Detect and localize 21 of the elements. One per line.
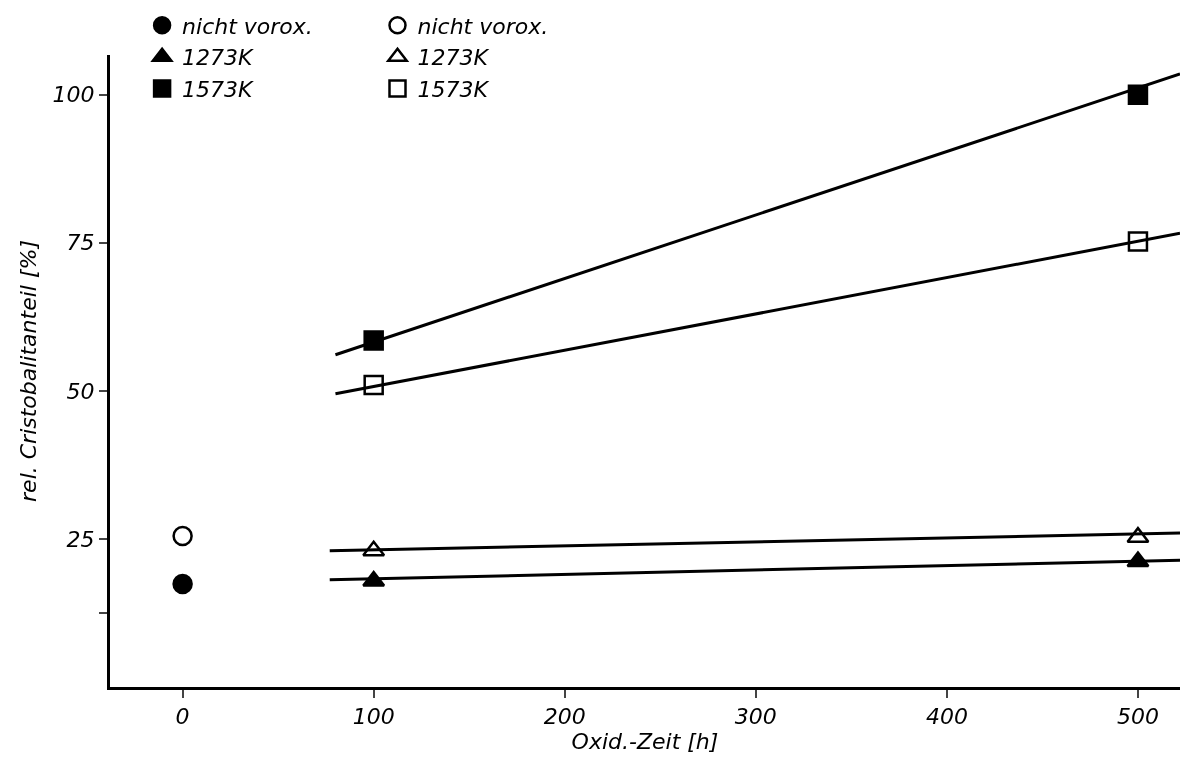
y-tick-label: 50 xyxy=(66,378,95,404)
point xyxy=(363,330,384,351)
y-tick-label: 75 xyxy=(66,230,95,256)
legend-label: 1573K xyxy=(417,77,490,103)
x-tick-label: 0 xyxy=(175,704,190,730)
x-tick-label: 300 xyxy=(734,704,777,730)
point xyxy=(172,573,193,595)
y-tick-label: 25 xyxy=(66,526,95,552)
legend-label: 1273K xyxy=(182,45,255,71)
legend-label: 1573K xyxy=(182,77,255,103)
x-tick-label: 100 xyxy=(352,704,395,730)
legend-label: 1273K xyxy=(417,45,490,71)
y-tick-label: 100 xyxy=(52,82,95,108)
legend-label: nicht vorox. xyxy=(417,13,549,39)
y-axis-title: rel. Cristobalitanteil [%] xyxy=(16,240,42,502)
point xyxy=(172,525,193,547)
x-tick-label: 200 xyxy=(543,704,586,730)
x-tick-label: 400 xyxy=(925,704,968,730)
x-tick-label: 500 xyxy=(1116,704,1159,730)
legend-label: nicht vorox. xyxy=(182,13,313,39)
x-axis-title: Oxid.-Zeit [h] xyxy=(571,729,719,755)
